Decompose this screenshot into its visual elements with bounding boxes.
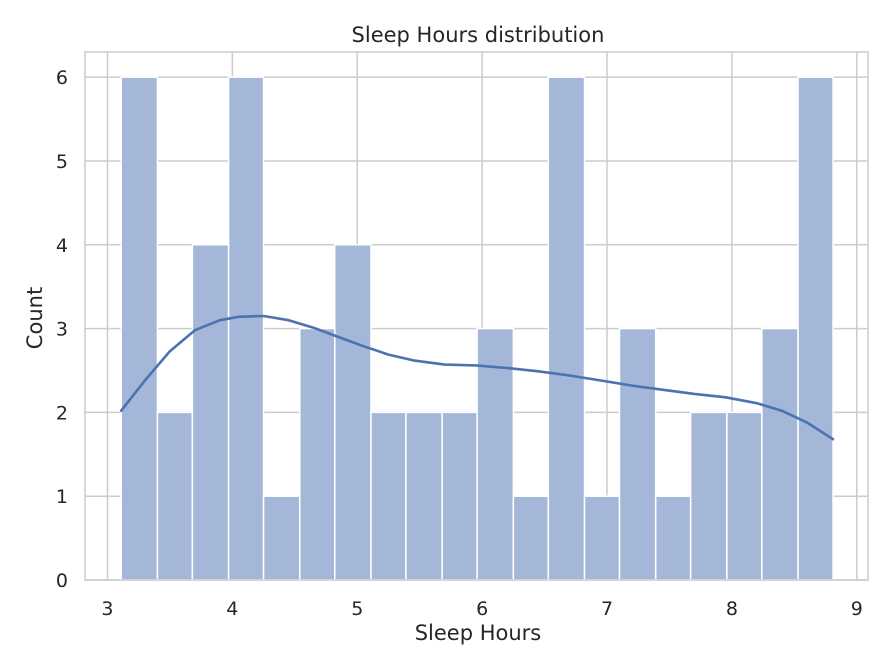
- y-tick-label: 3: [56, 319, 68, 341]
- y-tick-label: 2: [56, 402, 68, 424]
- histogram-bar: [583, 495, 621, 581]
- histogram-bar: [797, 76, 834, 581]
- y-tick-label: 6: [56, 67, 68, 89]
- histogram-bar: [334, 244, 372, 581]
- histogram-bar: [156, 411, 194, 581]
- histogram-bar: [654, 495, 692, 581]
- histogram-bar: [405, 411, 443, 581]
- x-tick-label: 8: [726, 598, 738, 620]
- x-tick-label: 9: [851, 598, 863, 620]
- histogram-bar: [299, 327, 336, 581]
- x-tick-label: 3: [101, 598, 113, 620]
- histogram-bar: [120, 76, 159, 581]
- y-tick-label: 0: [56, 570, 68, 592]
- histogram-bar: [761, 327, 799, 581]
- y-axis-label: Count: [23, 287, 47, 349]
- chart-title: Sleep Hours distribution: [352, 23, 605, 47]
- histogram-bar: [191, 244, 230, 581]
- histogram-bar: [618, 327, 657, 581]
- x-tick-label: 7: [601, 598, 613, 620]
- histogram-bar: [262, 495, 301, 581]
- kde-curve-layer: [119, 314, 835, 441]
- y-tick-label: 4: [56, 235, 68, 257]
- histogram-bar: [370, 411, 407, 581]
- histogram-bar: [476, 327, 515, 581]
- histogram-bar: [726, 411, 763, 581]
- plot-frame: [84, 51, 869, 581]
- histogram-bar: [689, 411, 728, 581]
- x-tick-labels: 3 4 5 6 7 8 9: [101, 598, 862, 620]
- y-tick-label: 1: [56, 486, 68, 508]
- histogram-bar: [441, 411, 478, 581]
- histogram-bars: [120, 76, 834, 581]
- x-tick-label: 5: [351, 598, 363, 620]
- histogram-bar: [512, 495, 550, 581]
- x-axis-label: Sleep Hours: [415, 621, 542, 645]
- y-tick-label: 5: [56, 151, 68, 173]
- x-tick-label: 6: [476, 598, 488, 620]
- y-tick-labels: 0 1 2 3 4 5 6: [56, 67, 68, 592]
- histogram-bar: [227, 76, 265, 581]
- histogram-bar: [547, 76, 586, 581]
- x-tick-label: 4: [226, 598, 238, 620]
- kde-curve: [119, 314, 835, 441]
